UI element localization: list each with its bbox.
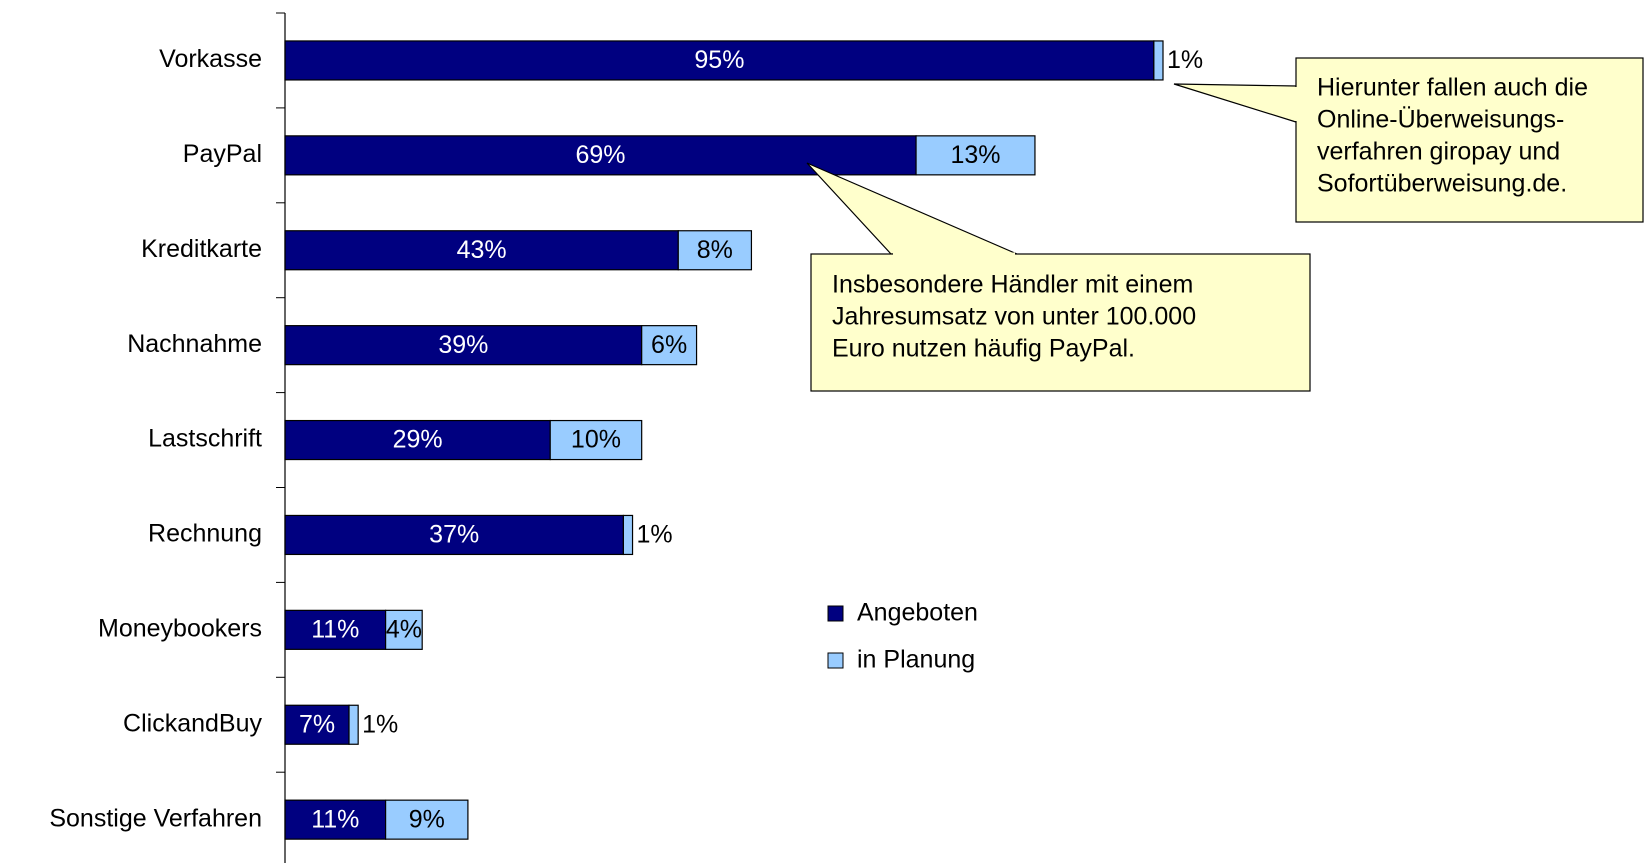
legend-swatch <box>827 652 844 669</box>
category-label: Lastschrift <box>148 425 262 453</box>
value-label: 8% <box>697 236 733 264</box>
bar-segment <box>284 609 387 650</box>
bar-segment <box>677 230 753 271</box>
bar-segment <box>284 40 1155 81</box>
category-label: Rechnung <box>148 520 262 548</box>
value-label: 1% <box>362 710 398 738</box>
bar-segment <box>284 514 624 556</box>
category-label: PayPal <box>183 140 262 168</box>
annotation-text: Insbesondere Händler mit einem <box>832 271 1193 299</box>
value-label: 43% <box>457 236 507 264</box>
callout-box <box>1295 57 1644 223</box>
bar-segment <box>385 799 469 840</box>
value-label: 69% <box>576 141 626 169</box>
value-label: 1% <box>637 521 673 549</box>
category-label: Moneybookers <box>98 614 262 642</box>
legend-label: in Planung <box>857 646 975 674</box>
value-label: 11% <box>311 805 359 833</box>
value-label: 37% <box>429 521 479 549</box>
annotation-text: Jahresumsatz von unter 100.000 <box>832 303 1196 331</box>
value-label: 9% <box>409 805 445 833</box>
value-label: 10% <box>571 426 621 454</box>
bar-segment <box>622 514 634 556</box>
value-label: 13% <box>950 141 1000 169</box>
annotation-text: Online-Überweisungs- <box>1317 106 1564 134</box>
bar-segment <box>284 135 917 176</box>
category-label: Nachnahme <box>127 330 262 358</box>
value-label: 95% <box>694 46 744 74</box>
callout-pointer <box>806 162 1018 255</box>
value-label: 7% <box>299 710 335 738</box>
category-label: ClickandBuy <box>123 709 262 737</box>
annotation-text: Euro nutzen häufig PayPal. <box>832 335 1135 363</box>
bar-segment <box>348 704 359 745</box>
value-label: 4% <box>386 615 422 643</box>
bar-segment <box>284 419 551 461</box>
bar-segment <box>641 325 698 366</box>
value-label: 1% <box>1167 46 1203 74</box>
bar-segment <box>915 135 1036 176</box>
value-label: 6% <box>651 331 687 359</box>
value-label: 11% <box>311 615 359 643</box>
bar-segment <box>549 419 643 461</box>
value-label: 29% <box>393 426 443 454</box>
category-label: Kreditkarte <box>141 235 262 263</box>
legend-swatch <box>827 605 844 622</box>
legend-label: Angeboten <box>857 599 978 627</box>
bar-segment <box>284 325 643 366</box>
category-label: Sonstige Verfahren <box>49 804 262 832</box>
value-label: 39% <box>438 331 488 359</box>
category-label: Vorkasse <box>159 45 262 73</box>
bar-segment <box>284 799 387 840</box>
bar-segment <box>385 609 423 650</box>
annotation-text: Hierunter fallen auch die <box>1317 74 1588 102</box>
annotation-text: Sofortüberweisung.de. <box>1317 170 1567 198</box>
annotation-text: verfahren giropay und <box>1317 138 1560 166</box>
callout-box <box>810 253 1311 392</box>
callout-pointer <box>1173 83 1297 123</box>
bar-segment <box>1153 40 1164 81</box>
